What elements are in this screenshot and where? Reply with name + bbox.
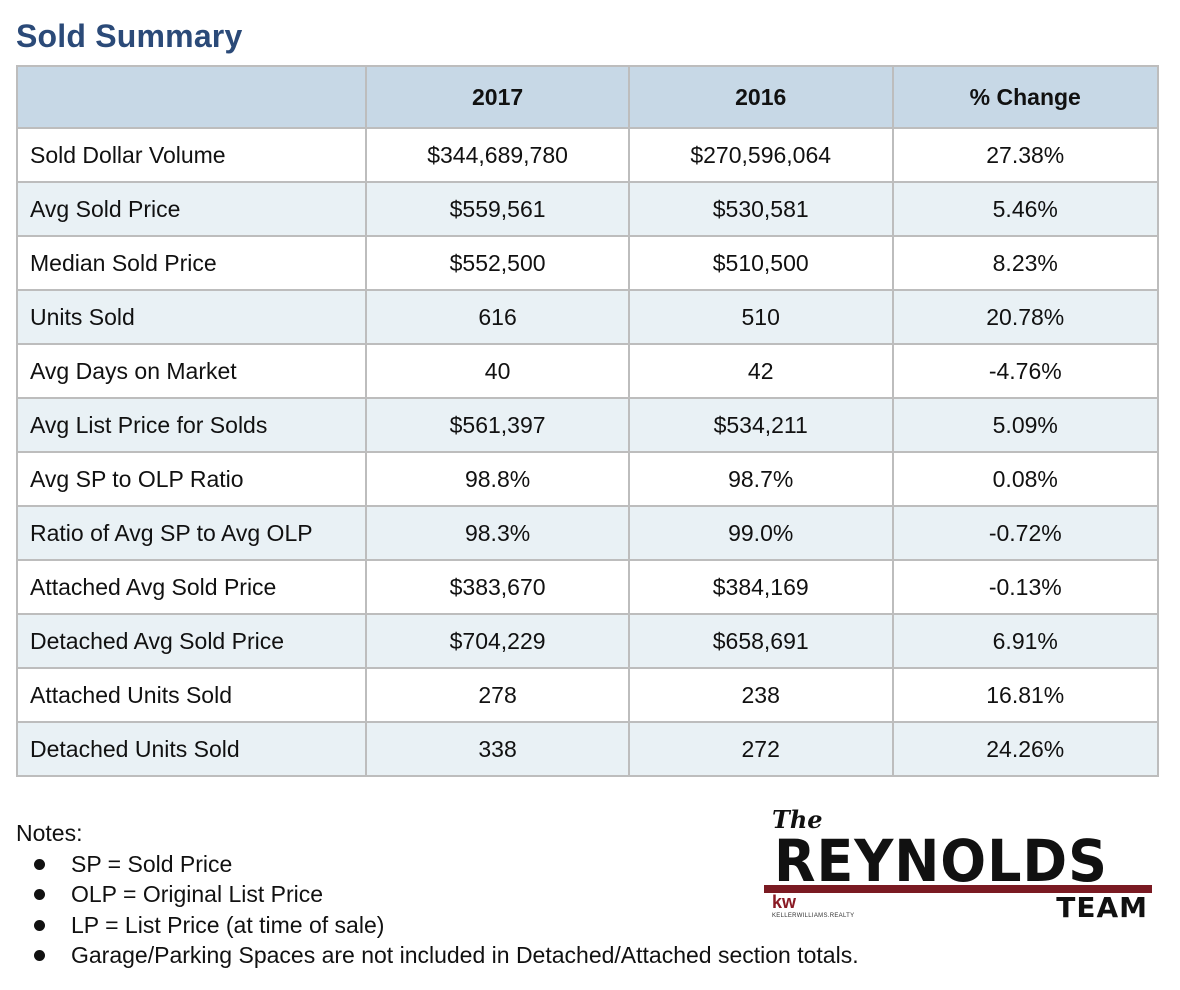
- note-item: OLP = Original List Price: [16, 879, 859, 910]
- row-label-cell: Attached Avg Sold Price: [15, 559, 368, 615]
- note-text: LP = List Price (at time of sale): [71, 911, 385, 938]
- reynolds-team-logo: The REYNOLDS kw KELLERWILLIAMS.REALTY TE…: [764, 805, 1154, 925]
- row-label-cell: Detached Units Sold: [15, 721, 368, 777]
- value-2016-cell: 238: [627, 667, 894, 723]
- page-title: Sold Summary: [16, 18, 243, 54]
- row-label-cell: Avg SP to OLP Ratio: [15, 451, 368, 507]
- logo-bar: [764, 885, 1152, 893]
- value-2016-cell: $530,581: [627, 181, 894, 237]
- table-row: Avg Days on Market 40 42 -4.76%: [15, 343, 1160, 399]
- row-label-cell: Avg Sold Price: [15, 181, 368, 237]
- percent-change-cell: -4.76%: [891, 343, 1160, 399]
- percent-change-cell: 20.78%: [891, 289, 1160, 345]
- percent-change-cell: 16.81%: [891, 667, 1160, 723]
- percent-change-cell: 6.91%: [891, 613, 1160, 669]
- row-label-cell: Units Sold: [15, 289, 368, 345]
- percent-change-cell: 5.09%: [891, 397, 1160, 453]
- kw-logo-text: kw: [772, 892, 797, 912]
- kw-subtitle-text: KELLERWILLIAMS.REALTY: [772, 913, 855, 919]
- value-2017-cell: 98.8%: [365, 451, 630, 507]
- value-2016-cell: 272: [627, 721, 894, 777]
- value-2016-cell: $510,500: [627, 235, 894, 291]
- value-2017-cell: 278: [365, 667, 630, 723]
- table-row: Avg Sold Price $559,561 $530,581 5.46%: [15, 181, 1160, 237]
- logo-team-text: TEAM: [1056, 891, 1148, 924]
- column-header-2016: 2016: [627, 65, 894, 129]
- notes-list: SP = Sold Price OLP = Original List Price…: [16, 849, 859, 971]
- value-2016-cell: 510: [627, 289, 894, 345]
- value-2016-cell: $384,169: [627, 559, 894, 615]
- table-row: Median Sold Price $552,500 $510,500 8.23%: [15, 235, 1160, 291]
- value-2017-cell: $552,500: [365, 235, 630, 291]
- bullet-icon: [34, 858, 45, 870]
- bullet-icon: [34, 950, 45, 961]
- value-2016-cell: 42: [627, 343, 894, 399]
- note-text: OLP = Original List Price: [71, 881, 324, 907]
- value-2017-cell: 338: [365, 721, 630, 777]
- notes-heading: Notes:: [16, 820, 83, 846]
- note-item: SP = Sold Price: [16, 849, 859, 880]
- percent-change-cell: 27.38%: [891, 127, 1160, 183]
- bullet-icon: [34, 919, 45, 931]
- bullet-icon: [34, 889, 45, 900]
- row-label-cell: Median Sold Price: [15, 235, 368, 291]
- table-row: Detached Avg Sold Price $704,229 $658,691 6…: [15, 613, 1160, 669]
- row-label-cell: Avg Days on Market: [15, 343, 368, 399]
- note-item: LP = List Price (at time of sale): [16, 910, 859, 941]
- value-2016-cell: 98.7%: [627, 451, 894, 507]
- table-row: Ratio of Avg SP to Avg OLP 98.3% 99.0% -0.7…: [15, 505, 1160, 561]
- table-row: Avg SP to OLP Ratio 98.8% 98.7% 0.08%: [15, 451, 1160, 507]
- value-2017-cell: $383,670: [365, 559, 630, 615]
- row-label-cell: Attached Units Sold: [15, 667, 368, 723]
- percent-change-cell: -0.13%: [891, 559, 1160, 615]
- value-2016-cell: $534,211: [627, 397, 894, 453]
- note-text: Garage/Parking Spaces are not included i…: [71, 942, 859, 968]
- value-2016-cell: $270,596,064: [627, 127, 894, 183]
- table-row: Attached Units Sold 278 238 16.81%: [15, 667, 1160, 723]
- table-header-row: 2017 2016 % Change: [15, 65, 1160, 129]
- notes-section: Notes: SP = Sold Price OLP = Original Lis…: [16, 818, 859, 971]
- percent-change-cell: 0.08%: [891, 451, 1160, 507]
- value-2017-cell: $561,397: [365, 397, 630, 453]
- row-label-cell: Ratio of Avg SP to Avg OLP: [15, 505, 368, 561]
- logo-reynolds-text: REYNOLDS: [774, 827, 1108, 895]
- value-2017-cell: 616: [365, 289, 630, 345]
- row-label-cell: Sold Dollar Volume: [15, 127, 368, 183]
- value-2016-cell: 99.0%: [627, 505, 894, 561]
- value-2017-cell: $344,689,780: [365, 127, 630, 183]
- table-row: Avg List Price for Solds $561,397 $534,211…: [15, 397, 1160, 453]
- value-2017-cell: $704,229: [365, 613, 630, 669]
- row-label-cell: Detached Avg Sold Price: [15, 613, 368, 669]
- note-item: Garage/Parking Spaces are not included i…: [16, 940, 859, 971]
- table-row: Sold Dollar Volume $344,689,780 $270,596,0…: [15, 127, 1160, 183]
- table-row: Attached Avg Sold Price $383,670 $384,169-…: [15, 559, 1160, 615]
- column-header-change: % Change: [891, 65, 1160, 129]
- logo-the-text: The: [772, 805, 823, 834]
- column-header-label: [15, 65, 368, 129]
- column-header-2017: 2017: [365, 65, 630, 129]
- table-row: Detached Units Sold 338 272 24.26%: [15, 721, 1160, 777]
- percent-change-cell: 8.23%: [891, 235, 1160, 291]
- percent-change-cell: 24.26%: [891, 721, 1160, 777]
- note-text: SP = Sold Price: [71, 850, 233, 877]
- value-2017-cell: $559,561: [365, 181, 630, 237]
- value-2017-cell: 98.3%: [365, 505, 630, 561]
- table-row: Units Sold 616 510 20.78%: [15, 289, 1160, 345]
- row-label-cell: Avg List Price for Solds: [15, 397, 368, 453]
- sold-summary-table: 2017 2016 % Change Sold Dollar Volume $34…: [15, 65, 1160, 777]
- percent-change-cell: 5.46%: [891, 181, 1160, 237]
- value-2017-cell: 40: [365, 343, 630, 399]
- value-2016-cell: $658,691: [627, 613, 894, 669]
- percent-change-cell: -0.72%: [891, 505, 1160, 561]
